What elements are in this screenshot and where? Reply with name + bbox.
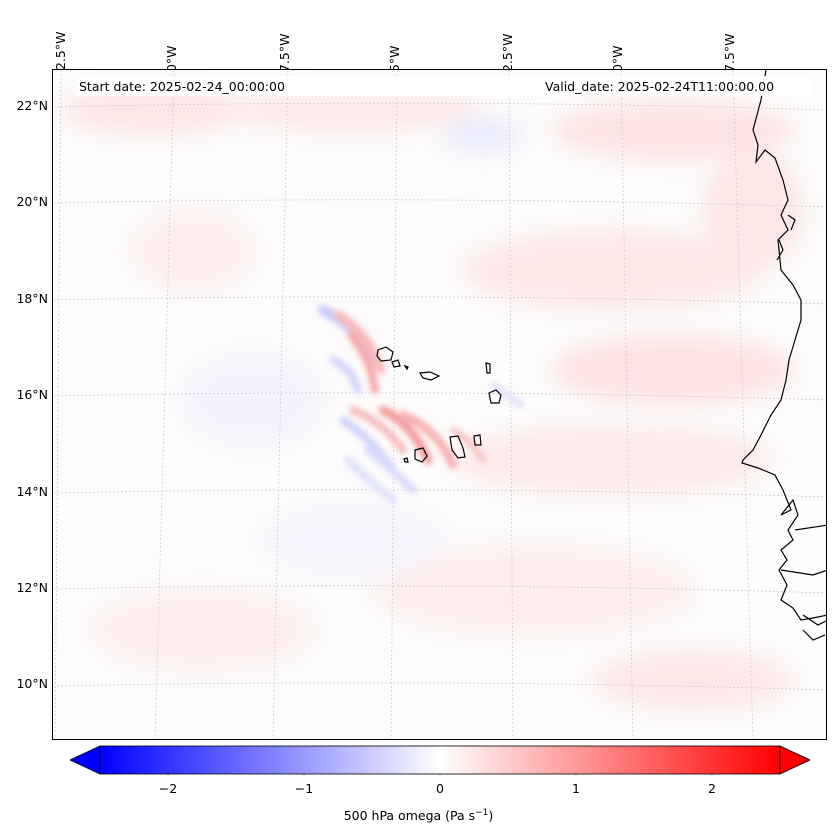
island-brava	[403, 457, 409, 463]
valid-date-label: Valid_date: 2025-02-24T11:00:00.00	[545, 79, 775, 94]
map-area	[52, 69, 827, 740]
island-sao-vicente	[391, 359, 401, 368]
island-sao-nicolau	[418, 371, 441, 381]
colorbar-tick-neg1: −1	[294, 781, 314, 796]
colorbar-title-suffix: )	[488, 808, 494, 824]
lat-label-20n: 20°N	[16, 194, 48, 209]
colorbar-tick-1: 1	[572, 781, 580, 796]
lat-label-22n: 22°N	[16, 98, 48, 113]
colorbar-extend-right	[779, 745, 811, 775]
colorbar	[69, 745, 811, 778]
map-canvas	[53, 70, 826, 739]
colorbar-gradient	[99, 745, 781, 775]
header-band	[77, 76, 812, 96]
colorbar-tick-2: 2	[708, 781, 716, 796]
omega-field-background	[63, 85, 803, 710]
lat-label-18n: 18°N	[16, 291, 48, 306]
island-fogo	[414, 447, 428, 463]
lat-label-12n: 12°N	[16, 580, 48, 595]
colorbar-svg	[69, 745, 811, 778]
cabo-verde-islands	[376, 346, 502, 463]
colorbar-tick-0: 0	[436, 781, 444, 796]
island-santiago	[449, 435, 466, 459]
island-sal	[485, 362, 491, 374]
colorbar-title: 500 hPa omega (Pa s−1)	[0, 808, 837, 823]
colorbar-extend-left	[69, 745, 101, 775]
island-santo-antao	[376, 346, 394, 362]
island-maio	[473, 434, 482, 446]
graticule	[53, 70, 826, 739]
start-date-label: Start date: 2025-02-24_00:00:00	[79, 79, 285, 94]
island-santa-luzia	[403, 364, 409, 371]
colorbar-title-exp: −1	[475, 808, 489, 818]
colorbar-title-prefix: 500 hPa omega (Pa s	[343, 808, 476, 824]
colorbar-tick-neg2: −2	[158, 781, 178, 796]
lat-label-10n: 10°N	[16, 676, 48, 691]
omega-wave-pattern	[318, 305, 524, 504]
lat-label-16n: 16°N	[16, 387, 48, 402]
lat-label-14n: 14°N	[16, 484, 48, 499]
island-boa-vista	[488, 389, 502, 404]
african-coastline	[741, 70, 826, 641]
